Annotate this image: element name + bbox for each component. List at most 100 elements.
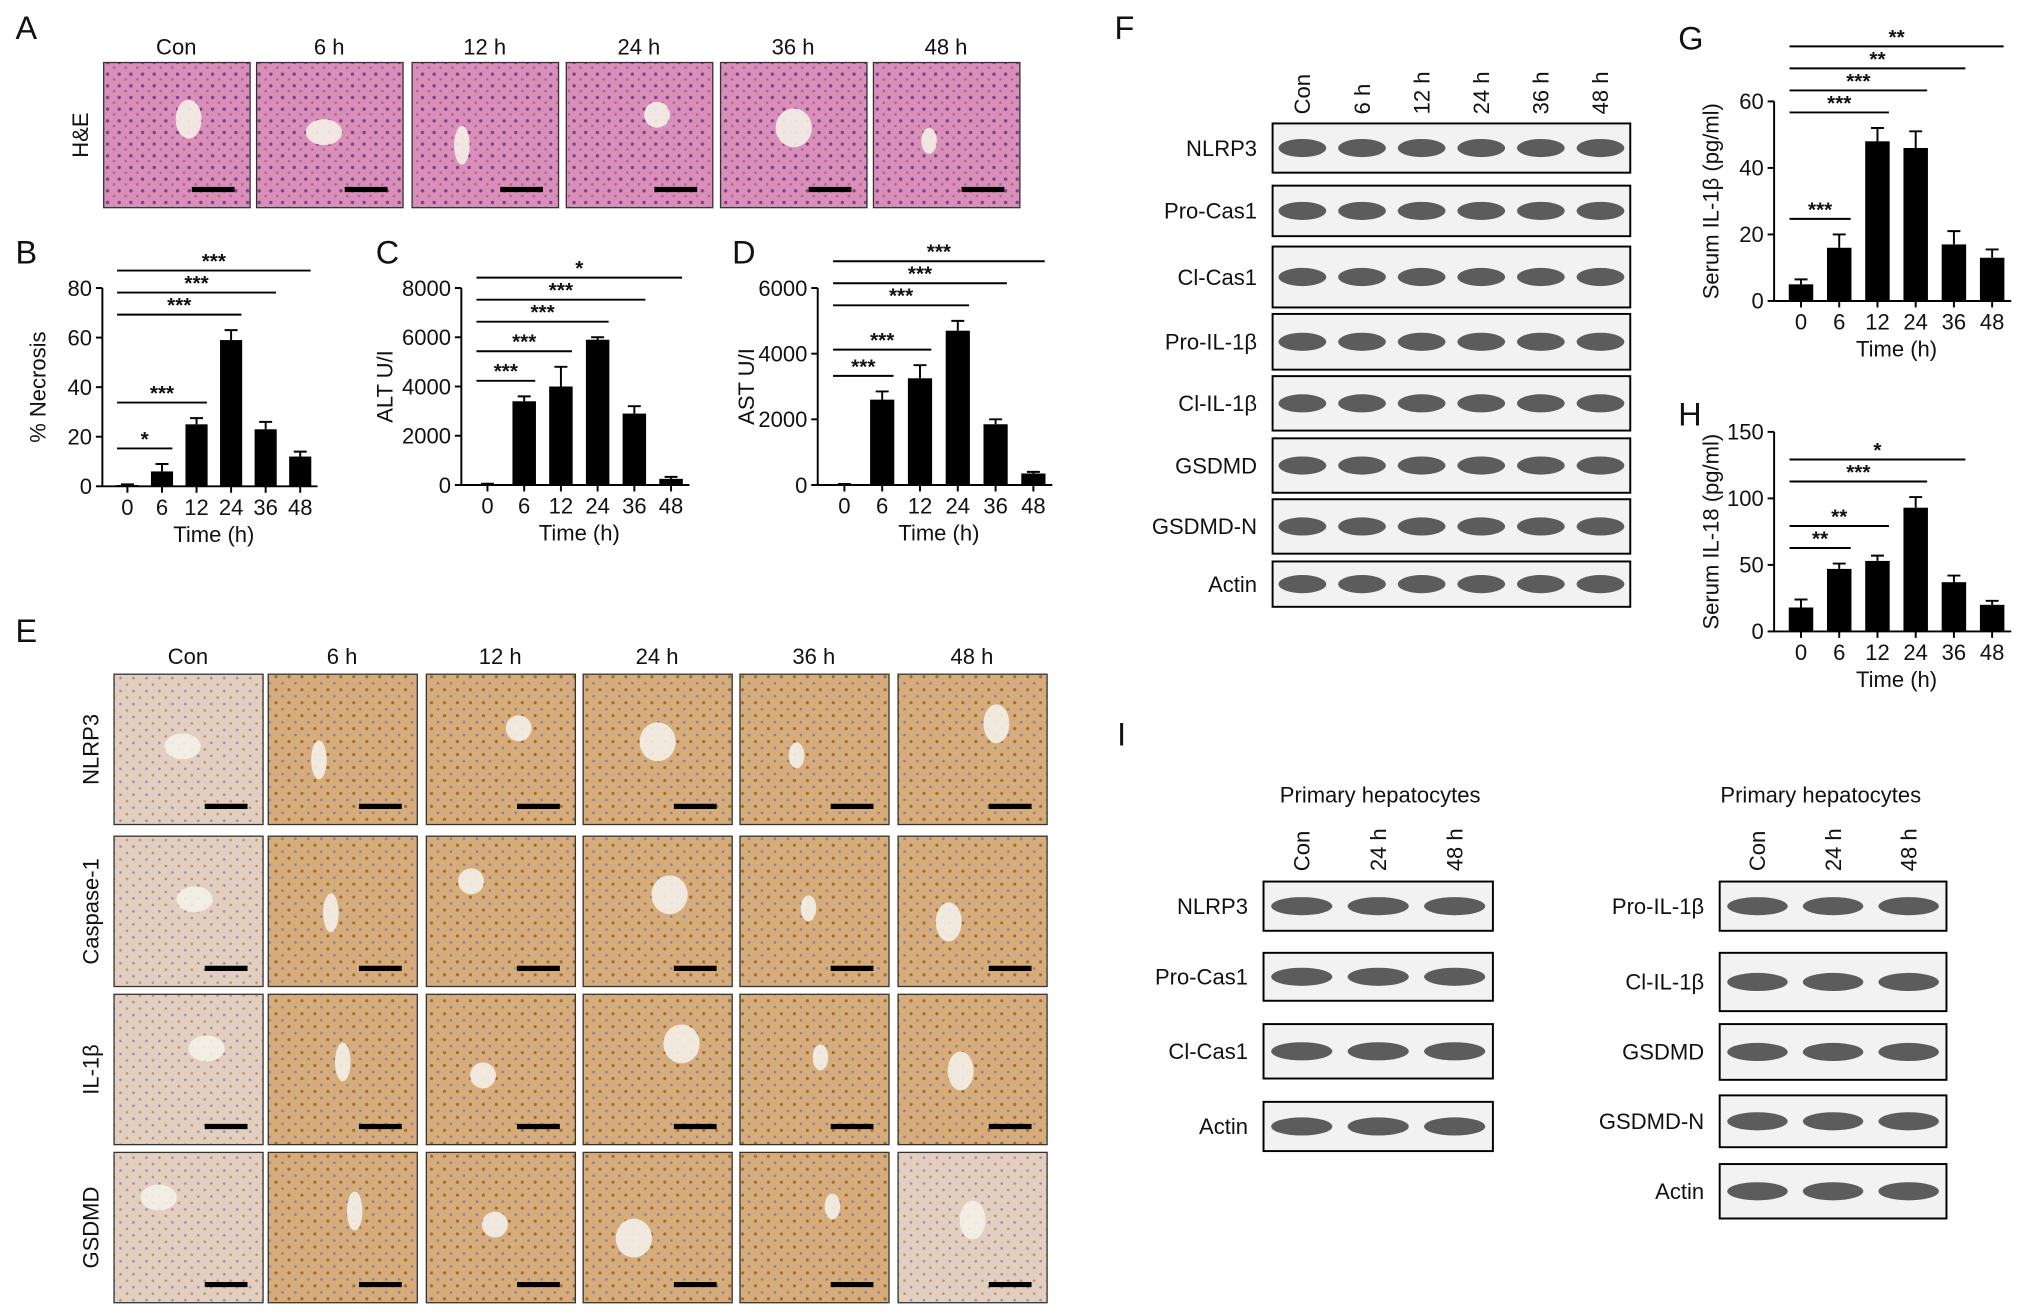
x-tick-label: 0	[1795, 309, 1807, 334]
error-bar	[1794, 598, 1808, 608]
micrograph	[582, 835, 733, 988]
band	[1457, 267, 1506, 287]
band	[1517, 394, 1565, 413]
x-tick-label: 36	[983, 494, 1008, 519]
y-axis-label: AST U/I	[734, 348, 759, 425]
error-bar	[224, 329, 238, 341]
vessel	[947, 1051, 974, 1091]
band	[1576, 456, 1625, 475]
row-label: Pro-IL-1β	[1165, 330, 1257, 355]
band	[1278, 517, 1327, 536]
significance-label: ***	[908, 263, 933, 286]
row-label: GSDMD	[1175, 453, 1257, 478]
x-tick-label: 6	[1833, 640, 1845, 665]
bar	[1826, 247, 1852, 301]
bar	[1826, 568, 1852, 632]
vessel	[481, 1211, 508, 1238]
x-tick-label: 48	[1021, 494, 1046, 519]
band	[1278, 201, 1327, 220]
vessel	[334, 1042, 351, 1082]
band	[1397, 201, 1446, 220]
bar	[289, 456, 312, 487]
row-label: H&E	[68, 112, 93, 157]
band	[1338, 394, 1386, 413]
micrograph	[113, 1151, 264, 1304]
band	[1397, 575, 1446, 594]
x-axis-label: Time (h)	[898, 521, 979, 546]
y-tick-label: 80	[68, 276, 93, 301]
lane-label: Con	[1745, 831, 1770, 871]
blot-strip	[1271, 498, 1632, 555]
significance-label: ***	[167, 294, 192, 317]
bar	[512, 401, 536, 485]
error-bar	[951, 319, 965, 331]
micrograph	[897, 835, 1048, 988]
x-tick-label: 36	[622, 494, 647, 519]
band	[1727, 1182, 1788, 1201]
y-tick-label: 8000	[402, 276, 451, 301]
y-tick-label: 20	[68, 424, 93, 449]
column-label: 48 h	[951, 644, 994, 669]
bar	[1788, 607, 1814, 632]
row-label: GSDMD-N	[1599, 1109, 1704, 1134]
x-axis-label: Time (h)	[1856, 667, 1937, 692]
y-tick-label: 0	[1751, 619, 1763, 644]
y-tick-label: 60	[68, 325, 93, 350]
x-axis-label: Time (h)	[539, 521, 620, 546]
band	[1278, 456, 1327, 475]
bar	[659, 478, 683, 485]
vessel	[458, 868, 485, 895]
band	[1878, 1182, 1939, 1201]
band	[1457, 456, 1506, 475]
band	[1397, 456, 1446, 475]
band	[1727, 897, 1788, 916]
x-tick-label: 12	[549, 494, 574, 519]
bar	[1979, 604, 2005, 632]
y-tick-label: 150	[1727, 420, 1764, 445]
y-tick-label: 0	[1751, 289, 1763, 314]
column-label: 12 h	[479, 644, 522, 669]
y-tick-label: 6000	[402, 325, 451, 350]
band	[1802, 1042, 1864, 1062]
error-bar	[627, 405, 641, 414]
vessel	[505, 715, 532, 742]
band	[1424, 1042, 1486, 1061]
x-tick-label: 0	[1795, 640, 1807, 665]
significance-label: **	[1869, 48, 1886, 71]
x-tick-label: 0	[121, 495, 133, 520]
bar	[1941, 244, 1967, 301]
y-axis-label: % Necrosis	[25, 331, 50, 442]
lane-label: Con	[1290, 74, 1315, 114]
band	[1878, 897, 1939, 916]
band	[1457, 201, 1506, 220]
band	[1802, 897, 1864, 916]
error-bar	[190, 417, 204, 425]
band	[1457, 394, 1506, 413]
x-tick-label: 0	[481, 494, 493, 519]
error-bar	[875, 390, 889, 400]
band	[1338, 517, 1386, 536]
micrograph	[411, 61, 560, 209]
significance-label: *	[1873, 439, 1882, 462]
bar	[1788, 284, 1814, 301]
significance-label: *	[575, 257, 584, 280]
row-label: NLRP3	[78, 714, 103, 785]
error-bar	[554, 365, 568, 387]
vessel	[959, 1200, 986, 1240]
band	[1576, 575, 1625, 594]
vessel	[788, 742, 805, 769]
band	[1576, 394, 1625, 413]
x-tick-label: 24	[585, 494, 610, 519]
vessel	[323, 893, 339, 933]
micrograph	[565, 61, 714, 209]
panel-letter: F	[1114, 10, 1134, 46]
error-bar	[1832, 233, 1846, 248]
error-bar	[259, 420, 273, 430]
band	[1878, 1112, 1939, 1131]
blot-title: Primary hepatocytes	[1720, 782, 1921, 807]
band	[1271, 897, 1333, 916]
significance-label: ***	[927, 241, 952, 264]
band	[1338, 201, 1386, 220]
row-label: Pro-IL-1β	[1612, 894, 1704, 919]
